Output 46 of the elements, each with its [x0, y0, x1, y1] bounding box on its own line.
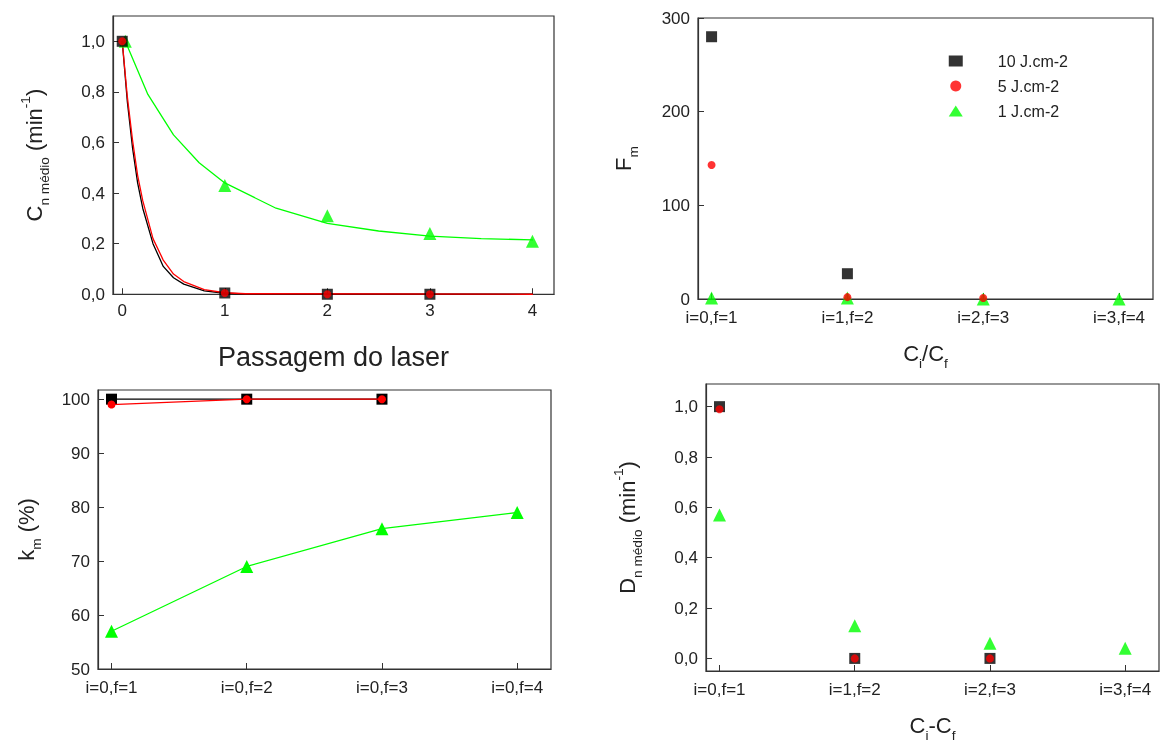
y-axis-title: km (%)	[14, 498, 44, 561]
y-tick-label: 70	[71, 551, 90, 571]
y-tick-label: 0,0	[674, 648, 698, 668]
y-tick-label: 100	[61, 389, 90, 409]
x-tick-label: i=2,f=3	[963, 680, 1016, 699]
x-axis-title: Passagem do laser	[217, 341, 450, 372]
legend-label: 1 J.cm-2	[997, 102, 1060, 120]
x-tick-label: 1	[220, 301, 230, 321]
y-tick-label: 80	[71, 497, 90, 517]
legend-label: 10 J.cm-2	[997, 52, 1069, 70]
y-tick-label: 60	[71, 605, 90, 625]
x-tick-label: i=0,f=1	[85, 678, 138, 697]
y-tick-label: 0,6	[81, 132, 105, 152]
x-tick-label: 4	[527, 301, 538, 321]
y-tick-label: 90	[71, 443, 90, 463]
x-tick-label: i=0,f=2	[220, 678, 273, 697]
y-tick-label: 0,4	[81, 183, 105, 203]
y-tick-label: 0,0	[81, 284, 105, 304]
x-tick-label: i=1,f=2	[821, 308, 874, 327]
y-tick-label: 0,2	[81, 234, 105, 254]
x-tick-label: 3	[425, 301, 435, 321]
y-axis-title: Cn médio (min-1)	[17, 88, 52, 222]
x-tick-label: i=0,f=3	[355, 678, 408, 697]
x-tick-label: i=3,f=4	[1099, 680, 1152, 699]
y-tick-label: 0,8	[81, 82, 105, 102]
x-tick-label: i=1,f=2	[828, 680, 881, 699]
y-tick-label: 0,8	[674, 447, 698, 467]
y-tick-label: 50	[71, 659, 90, 679]
y-tick-label: 0,2	[674, 598, 698, 618]
y-tick-label: 1,0	[674, 397, 698, 417]
x-tick-label: 0	[117, 301, 127, 321]
y-tick-label: 0,6	[674, 497, 698, 517]
y-tick-label: 200	[661, 102, 690, 122]
legend-label: 5 J.cm-2	[997, 77, 1060, 95]
x-tick-label: i=0,f=1	[693, 680, 746, 699]
y-tick-label: 0,4	[674, 548, 698, 568]
x-tick-label: i=2,f=3	[957, 308, 1010, 327]
y-axis-title: Fm	[611, 146, 641, 171]
y-tick-label: 1,0	[81, 31, 105, 51]
x-tick-label: i=3,f=4	[1093, 308, 1146, 327]
x-tick-label: i=0,f=1	[685, 308, 738, 327]
y-tick-label: 100	[661, 195, 690, 215]
y-tick-label: 300	[661, 8, 690, 28]
x-tick-label: 2	[322, 301, 333, 321]
y-axis-title: Dn médio (min-1)	[610, 461, 645, 594]
x-tick-label: i=0,f=4	[491, 678, 544, 697]
